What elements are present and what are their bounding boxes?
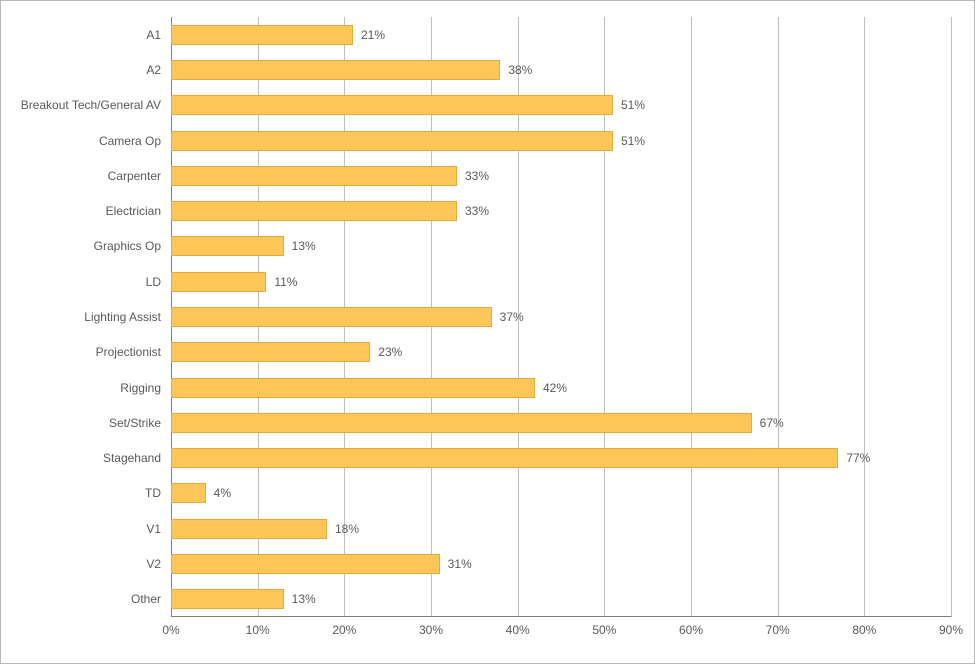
- bar: [171, 166, 457, 186]
- category-label: V1: [146, 522, 161, 536]
- data-label: 51%: [621, 134, 645, 148]
- category-label: A2: [146, 63, 161, 77]
- x-tick: 50%: [592, 623, 616, 637]
- bar: [171, 60, 500, 80]
- data-label: 11%: [274, 275, 297, 289]
- bar-slot: 67%: [171, 405, 951, 440]
- data-label: 33%: [465, 204, 489, 218]
- bar: [171, 413, 752, 433]
- bar: [171, 131, 613, 151]
- bar-slot: 42%: [171, 370, 951, 405]
- category-label: A1: [146, 28, 161, 42]
- x-tick: 90%: [939, 623, 963, 637]
- x-tick: 70%: [766, 623, 790, 637]
- data-label: 37%: [500, 310, 524, 324]
- bar: [171, 201, 457, 221]
- data-label: 77%: [846, 451, 870, 465]
- category-label: Other: [131, 592, 161, 606]
- bar-slot: 37%: [171, 299, 951, 334]
- bar-slot: 38%: [171, 52, 951, 87]
- category-label: Electrician: [106, 204, 161, 218]
- category-label: TD: [145, 486, 161, 500]
- data-label: 4%: [214, 486, 231, 500]
- data-label: 23%: [378, 345, 402, 359]
- category-label: Stagehand: [103, 451, 161, 465]
- bar-slot: 4%: [171, 476, 951, 511]
- gridline: [951, 17, 952, 617]
- data-label: 18%: [335, 522, 359, 536]
- data-label: 38%: [508, 63, 532, 77]
- bar: [171, 236, 284, 256]
- data-label: 13%: [292, 592, 316, 606]
- data-label: 42%: [543, 381, 567, 395]
- bar: [171, 519, 327, 539]
- bar-slot: 33%: [171, 158, 951, 193]
- category-label: Carpenter: [108, 169, 161, 183]
- bar: [171, 448, 838, 468]
- bar-slot: 51%: [171, 88, 951, 123]
- data-label: 51%: [621, 98, 645, 112]
- data-label: 33%: [465, 169, 489, 183]
- category-label: LD: [146, 275, 161, 289]
- x-tick: 30%: [419, 623, 443, 637]
- category-label: Graphics Op: [94, 239, 161, 253]
- bar-slot: 18%: [171, 511, 951, 546]
- bar-slot: 13%: [171, 229, 951, 264]
- data-label: 67%: [760, 416, 784, 430]
- bar-slot: 23%: [171, 335, 951, 370]
- bar-slot: 13%: [171, 582, 951, 617]
- x-tick: 20%: [332, 623, 356, 637]
- bar: [171, 25, 353, 45]
- data-label: 21%: [361, 28, 385, 42]
- bar-slot: 77%: [171, 441, 951, 476]
- bar: [171, 307, 492, 327]
- bar: [171, 272, 266, 292]
- bar: [171, 589, 284, 609]
- x-tick: 10%: [246, 623, 270, 637]
- bar: [171, 554, 440, 574]
- category-label: Projectionist: [96, 345, 161, 359]
- category-label: Set/Strike: [109, 416, 161, 430]
- bar: [171, 95, 613, 115]
- bar-slot: 33%: [171, 193, 951, 228]
- x-tick: 40%: [506, 623, 530, 637]
- bar-slot: 51%: [171, 123, 951, 158]
- chart-frame: 21% 38% 51% 51% 33% 33% 13% 11% 37% 23% 42% 67% 77% 4…: [0, 0, 975, 664]
- bar-slot: 21%: [171, 17, 951, 52]
- category-label: Lighting Assist: [84, 310, 161, 324]
- x-axis: 0%10%20%30%40%50%60%70%80%90%: [171, 623, 951, 647]
- bar: [171, 342, 370, 362]
- category-label: V2: [146, 557, 161, 571]
- bar-slot: 11%: [171, 264, 951, 299]
- category-label: Breakout Tech/General AV: [21, 98, 161, 112]
- data-label: 31%: [448, 557, 472, 571]
- data-label: 13%: [292, 239, 316, 253]
- x-tick: 60%: [679, 623, 703, 637]
- bar: [171, 483, 206, 503]
- bar: [171, 378, 535, 398]
- x-tick: 0%: [162, 623, 179, 637]
- plot-area: 21% 38% 51% 51% 33% 33% 13% 11% 37% 23% 42% 67% 77% 4…: [171, 17, 951, 617]
- x-tick: 80%: [852, 623, 876, 637]
- bar-slot: 31%: [171, 546, 951, 581]
- category-label: Rigging: [120, 381, 161, 395]
- category-label: Camera Op: [99, 134, 161, 148]
